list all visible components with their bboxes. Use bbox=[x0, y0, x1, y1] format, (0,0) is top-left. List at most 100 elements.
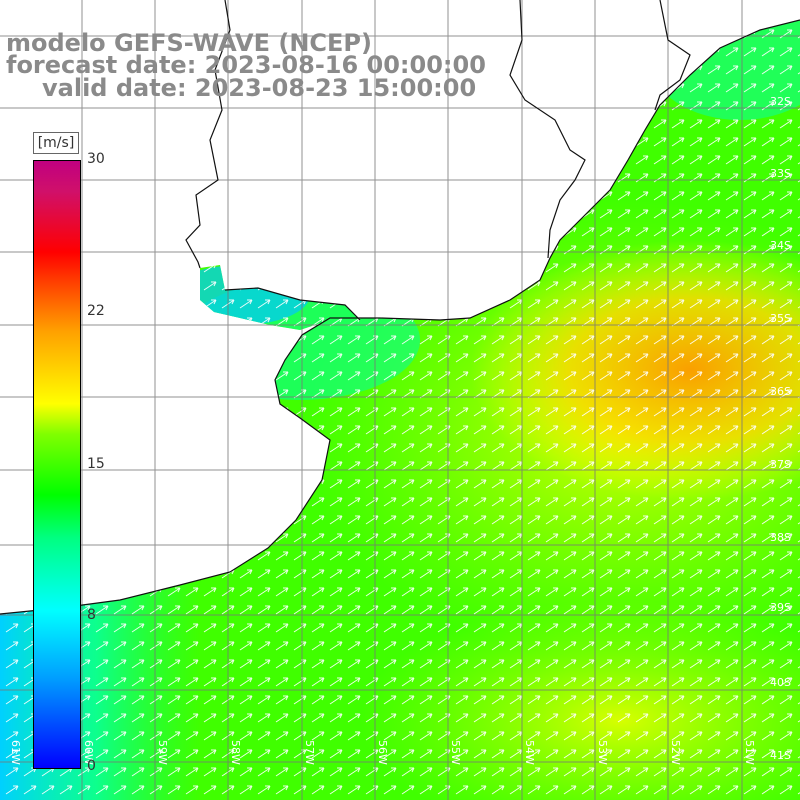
wind-arrow bbox=[455, 623, 469, 633]
wind-arrow bbox=[581, 227, 595, 237]
wind-arrow bbox=[599, 353, 613, 363]
wind-arrow bbox=[491, 173, 505, 183]
wind-arrow bbox=[455, 767, 469, 777]
wind-arrow bbox=[707, 713, 721, 723]
wind-arrow bbox=[95, 659, 109, 669]
wind-arrow bbox=[617, 695, 631, 705]
wind-arrow bbox=[113, 515, 127, 525]
wind-arrow bbox=[635, 443, 649, 453]
wind-arrow bbox=[491, 677, 505, 687]
wind-arrow bbox=[311, 587, 325, 597]
wind-arrow bbox=[239, 677, 253, 687]
wind-arrow bbox=[311, 443, 325, 453]
wind-arrow bbox=[473, 605, 487, 615]
wind-arrow bbox=[725, 371, 739, 381]
wind-arrow bbox=[545, 443, 559, 453]
wind-arrow bbox=[419, 245, 433, 255]
wind-arrow bbox=[149, 101, 163, 111]
wind-arrow bbox=[113, 353, 127, 363]
wind-arrow bbox=[239, 353, 253, 363]
wind-arrow bbox=[743, 587, 757, 597]
wind-arrow bbox=[311, 569, 325, 579]
wind-arrow bbox=[725, 173, 739, 183]
wind-arrow bbox=[581, 713, 595, 723]
wind-arrow bbox=[185, 623, 199, 633]
wind-arrow bbox=[203, 785, 217, 795]
wind-arrow bbox=[185, 335, 199, 345]
wind-arrow bbox=[131, 641, 145, 651]
wind-arrow bbox=[113, 227, 127, 237]
wind-arrow bbox=[5, 119, 19, 129]
wind-arrow bbox=[311, 155, 325, 165]
wind-arrow bbox=[5, 569, 19, 579]
wind-arrow bbox=[779, 785, 793, 795]
wind-arrow bbox=[761, 425, 775, 435]
wind-arrow bbox=[401, 677, 415, 687]
wind-arrow bbox=[509, 137, 523, 147]
wind-arrow bbox=[275, 749, 289, 759]
wind-arrow bbox=[527, 551, 541, 561]
wind-arrow bbox=[113, 713, 127, 723]
wind-arrow bbox=[581, 461, 595, 471]
wind-arrow bbox=[239, 641, 253, 651]
wind-arrow bbox=[689, 569, 703, 579]
wind-arrow bbox=[545, 191, 559, 201]
wind-arrow bbox=[563, 677, 577, 687]
wind-arrow bbox=[563, 281, 577, 291]
wind-arrow bbox=[527, 713, 541, 723]
wind-arrow bbox=[383, 713, 397, 723]
wind-arrow bbox=[239, 227, 253, 237]
wind-arrow bbox=[149, 281, 163, 291]
wind-arrow bbox=[707, 11, 721, 21]
wind-arrow bbox=[185, 551, 199, 561]
wind-arrow bbox=[599, 83, 613, 93]
wind-arrow bbox=[509, 101, 523, 111]
wind-arrow bbox=[239, 299, 253, 309]
wind-arrow bbox=[743, 371, 757, 381]
wind-arrow bbox=[329, 119, 343, 129]
wind-arrow bbox=[779, 299, 793, 309]
wind-arrow bbox=[563, 353, 577, 363]
wind-arrow bbox=[95, 173, 109, 183]
wind-arrow bbox=[707, 83, 721, 93]
wind-arrow bbox=[779, 659, 793, 669]
wind-arrow bbox=[329, 425, 343, 435]
wind-arrow bbox=[419, 623, 433, 633]
wind-arrow bbox=[113, 281, 127, 291]
wind-arrow bbox=[761, 605, 775, 615]
wind-arrow bbox=[473, 299, 487, 309]
wind-arrow bbox=[509, 209, 523, 219]
wind-arrow bbox=[113, 209, 127, 219]
wind-arrow bbox=[671, 11, 685, 21]
wind-arrow bbox=[689, 785, 703, 795]
wind-arrow bbox=[491, 731, 505, 741]
wind-arrow bbox=[293, 497, 307, 507]
wind-arrow bbox=[167, 209, 181, 219]
wind-arrow bbox=[329, 173, 343, 183]
wind-arrow bbox=[473, 551, 487, 561]
wind-arrow bbox=[419, 443, 433, 453]
wind-arrow bbox=[599, 29, 613, 39]
wind-arrow bbox=[545, 407, 559, 417]
wind-arrow bbox=[203, 641, 217, 651]
wind-arrow bbox=[419, 209, 433, 219]
wind-arrow bbox=[689, 515, 703, 525]
wind-arrow bbox=[707, 515, 721, 525]
wind-arrow bbox=[311, 407, 325, 417]
wind-arrow bbox=[257, 659, 271, 669]
wind-arrow bbox=[275, 479, 289, 489]
wind-arrow bbox=[743, 155, 757, 165]
wind-arrow bbox=[455, 731, 469, 741]
wind-arrow bbox=[671, 785, 685, 795]
wind-arrow bbox=[761, 785, 775, 795]
wind-arrow bbox=[347, 227, 361, 237]
wind-arrow bbox=[383, 101, 397, 111]
wind-arrow bbox=[185, 587, 199, 597]
wind-arrow bbox=[419, 569, 433, 579]
wind-arrow bbox=[455, 407, 469, 417]
wind-arrow bbox=[167, 767, 181, 777]
wind-arrow bbox=[563, 47, 577, 57]
wind-arrow bbox=[149, 299, 163, 309]
wind-arrow bbox=[617, 335, 631, 345]
